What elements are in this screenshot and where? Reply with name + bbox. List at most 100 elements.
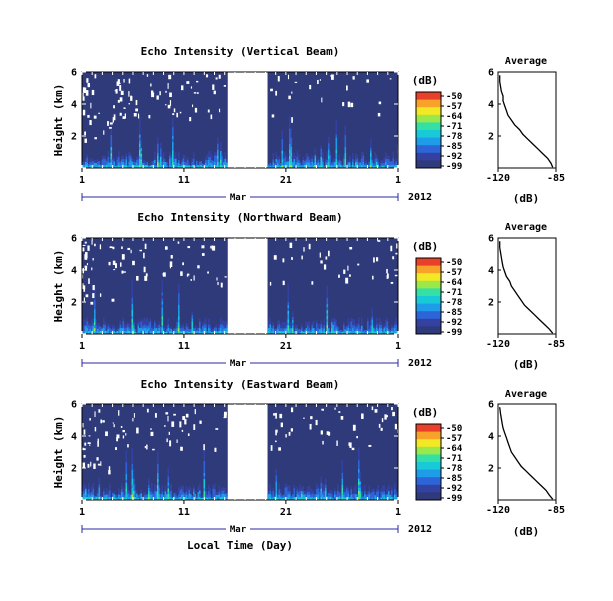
echo-streak xyxy=(136,493,138,498)
echo-streak xyxy=(83,328,86,332)
echo-streak xyxy=(122,494,125,498)
echo-streak xyxy=(110,149,113,154)
echo-streak xyxy=(113,161,116,165)
no-data-speck xyxy=(288,95,291,100)
echo-streak xyxy=(118,491,120,495)
echo-streak xyxy=(358,466,360,470)
echo-streak xyxy=(158,496,161,500)
echo-streak xyxy=(347,321,350,326)
echo-streak xyxy=(281,156,284,160)
echo-streak xyxy=(344,140,347,145)
echo-streak xyxy=(173,161,176,166)
echo-streak xyxy=(149,496,152,500)
echo-streak xyxy=(182,485,185,489)
echo-streak xyxy=(344,128,347,133)
no-data-speck xyxy=(105,431,108,437)
echo-streak xyxy=(148,487,150,492)
echo-streak xyxy=(145,494,147,498)
echo-streak xyxy=(148,478,150,482)
echo-streak xyxy=(331,162,333,166)
no-data-speck xyxy=(282,258,285,263)
echo-streak xyxy=(287,161,290,165)
echo-streak xyxy=(187,157,189,161)
no-data-speck xyxy=(193,275,195,281)
echo-streak xyxy=(218,485,221,489)
echo-streak xyxy=(118,162,120,166)
echo-streak xyxy=(394,330,396,334)
echo-streak xyxy=(137,328,140,332)
echo-streak xyxy=(187,497,189,500)
no-data-speck xyxy=(108,470,111,475)
echo-streak xyxy=(376,324,378,328)
echo-streak xyxy=(289,322,291,326)
echo-streak xyxy=(148,481,150,485)
echo-streak xyxy=(394,497,396,500)
echo-streak xyxy=(358,447,360,452)
echo-streak xyxy=(269,484,272,488)
no-data-speck xyxy=(210,114,213,120)
colorbar-tick-label: -71 xyxy=(446,122,462,132)
no-data-speck xyxy=(347,101,351,108)
echo-streak xyxy=(131,481,134,486)
echo-streak xyxy=(188,329,191,332)
echo-streak xyxy=(122,497,125,500)
echo-streak xyxy=(104,330,107,334)
echo-streak xyxy=(337,330,339,334)
no-data-speck xyxy=(107,121,109,126)
no-data-speck xyxy=(82,244,86,246)
no-data-speck xyxy=(342,102,345,107)
echo-streak xyxy=(191,321,194,325)
missing-data-gap xyxy=(227,72,268,168)
echo-streak xyxy=(89,331,92,334)
echo-streak xyxy=(149,487,152,492)
echo-streak xyxy=(364,493,366,498)
echo-streak xyxy=(335,131,338,135)
echo-streak xyxy=(379,496,381,499)
echo-streak xyxy=(220,159,222,163)
echo-streak xyxy=(286,490,288,494)
echo-streak xyxy=(136,159,138,163)
echo-streak xyxy=(323,166,326,168)
echo-streak xyxy=(191,161,194,165)
echo-streak xyxy=(305,324,308,329)
colorbar-swatch xyxy=(416,462,441,470)
colorbar: -50-57-64-71-78-85-92-99 xyxy=(415,423,463,504)
echo-streak xyxy=(184,158,186,162)
echo-streak xyxy=(154,325,156,329)
no-data-speck xyxy=(338,411,341,413)
echo-streak xyxy=(167,485,170,489)
echo-streak xyxy=(298,162,300,166)
echo-streak xyxy=(148,490,150,495)
echo-streak xyxy=(143,492,146,496)
echo-streak xyxy=(97,489,99,494)
echo-streak xyxy=(200,161,203,165)
echo-streak xyxy=(344,143,347,148)
average-profile: 246-120 -85 xyxy=(486,400,565,517)
echo-streak xyxy=(353,493,356,498)
echo-streak xyxy=(395,317,398,322)
colorbar-tick-label: -92 xyxy=(446,484,462,494)
echo-streak xyxy=(290,161,293,166)
echo-streak xyxy=(380,491,383,495)
no-data-speck xyxy=(89,120,92,126)
no-data-speck xyxy=(184,419,187,425)
echo-streak xyxy=(368,494,371,498)
echo-streak xyxy=(341,472,344,476)
echo-streak xyxy=(385,320,387,324)
echo-streak xyxy=(347,162,350,166)
echo-streak xyxy=(220,496,222,500)
echo-streak xyxy=(320,476,323,480)
echo-streak xyxy=(283,161,285,166)
echo-streak xyxy=(385,494,387,498)
no-data-speck xyxy=(93,463,96,469)
echo-streak xyxy=(137,164,140,168)
echo-streak xyxy=(340,330,342,333)
echo-streak xyxy=(311,164,314,168)
echo-streak xyxy=(361,331,363,334)
echo-streak xyxy=(164,331,167,334)
echo-streak xyxy=(289,161,291,166)
echo-streak xyxy=(349,164,351,168)
echo-streak xyxy=(388,325,390,329)
echo-streak xyxy=(169,490,171,495)
y-tick-label: 4 xyxy=(71,266,77,277)
